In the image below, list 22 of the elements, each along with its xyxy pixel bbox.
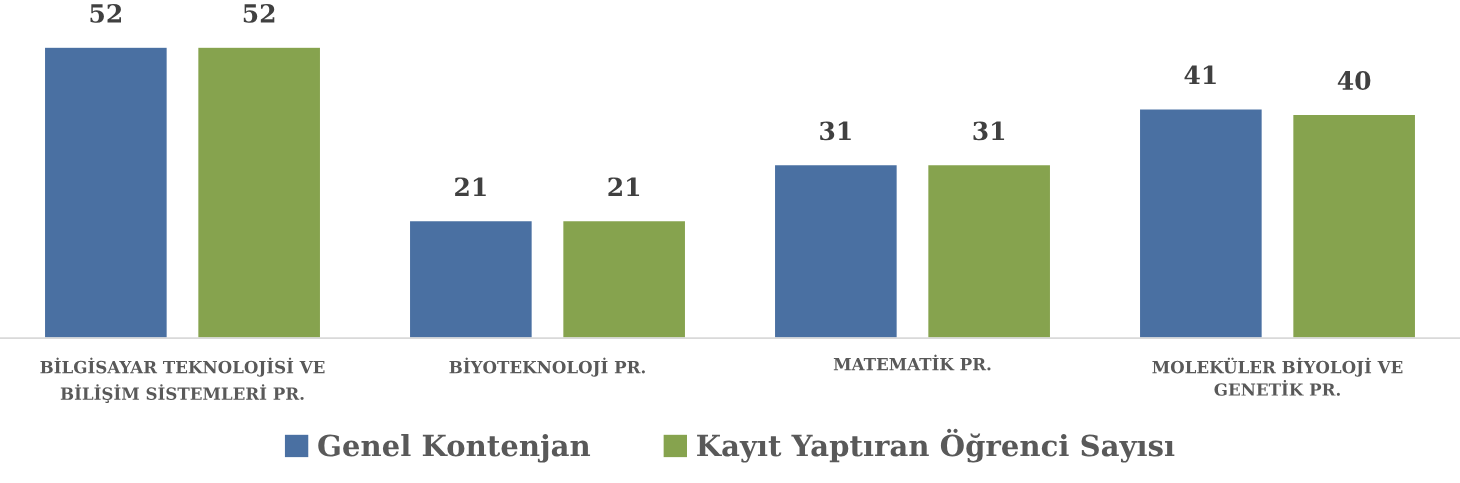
bar	[773, 163, 899, 339]
bar	[1291, 113, 1417, 339]
data-label: 41	[1184, 65, 1216, 85]
data-label: 21	[608, 177, 640, 196]
bar	[408, 219, 534, 339]
x-tick-label: MOLEKÜLER BİYOLOJİ VE GENETİK PR.	[1152, 357, 1403, 396]
bar	[561, 219, 687, 339]
x-tick-label: BİLGİSAYAR TEKNOLOJİSİ VE BİLİŞİM SİSTEMLERİ PR.	[40, 357, 325, 404]
bar	[43, 46, 169, 339]
data-label: 31	[973, 121, 1005, 141]
legend-label: Kayıt Yaptıran Öğrenci Sayısı	[697, 428, 1175, 463]
bar	[196, 46, 322, 339]
data-label: 52	[243, 3, 275, 23]
data-label: 21	[455, 177, 486, 196]
data-label: 31	[820, 121, 851, 141]
data-label: 40	[1337, 71, 1371, 90]
x-tick-label: MATEMATİK PR.	[833, 354, 991, 371]
bar	[1138, 107, 1264, 339]
x-tick-label: BİYOTEKNOLOJİ PR.	[449, 357, 645, 377]
data-label: 52	[90, 3, 121, 23]
bar	[926, 163, 1052, 339]
legend-label: Genel Kontenjan	[318, 433, 591, 463]
